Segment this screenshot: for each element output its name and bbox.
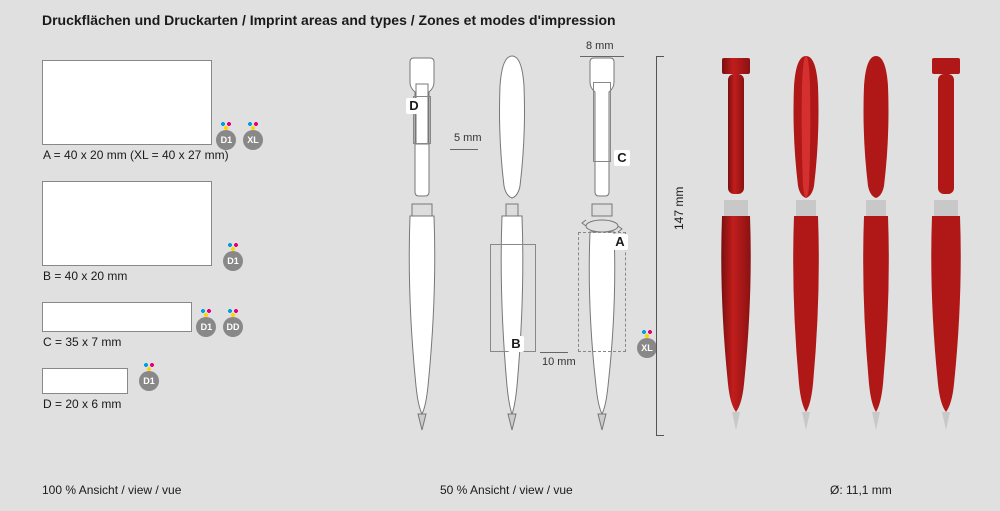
red-pens [710, 54, 990, 454]
badge-d1: D1 [216, 130, 236, 150]
rect-a-label: A = 40 x 20 mm (XL = 40 x 27 mm) [43, 148, 229, 162]
zone-b-letter: B [508, 336, 524, 352]
zone-d-letter: D [406, 98, 422, 114]
badge-xl-zone: XL [637, 338, 657, 358]
zone-c-letter: C [614, 150, 630, 166]
footer-right: Ø: 11,1 mm [830, 483, 892, 497]
badge-dd: DD [223, 317, 243, 337]
rect-c-badges: D1 DD [193, 317, 243, 337]
badge-d1: D1 [139, 371, 159, 391]
rect-c-label: C = 35 x 7 mm [43, 335, 121, 349]
zone-a [578, 232, 626, 352]
rect-d-label: D = 20 x 6 mm [43, 397, 121, 411]
dim-8mm-line [580, 56, 624, 57]
rect-b-label: B = 40 x 20 mm [43, 269, 127, 283]
imprint-rects: D1 XL A = 40 x 20 mm (XL = 40 x 27 mm) D… [42, 60, 212, 394]
rect-a-badges: D1 XL [213, 130, 263, 150]
outline-pens: D 5 mm B 10 mm C A XL 8 mm [380, 54, 660, 454]
dim-5mm: 5 mm [454, 132, 482, 144]
footer-left: 100 % Ansicht / view / vue [42, 483, 181, 497]
rect-a: D1 XL A = 40 x 20 mm (XL = 40 x 27 mm) [42, 60, 212, 145]
dim-10mm: 10 mm [542, 356, 576, 368]
height-bar [656, 56, 664, 436]
red-pen-2 [780, 54, 832, 434]
zone-c [593, 82, 611, 162]
dim-8mm: 8 mm [586, 40, 614, 52]
rect-b: D1 B = 40 x 20 mm [42, 181, 212, 266]
red-pen-3 [850, 54, 902, 434]
rect-c: D1 DD C = 35 x 7 mm [42, 302, 192, 332]
rect-d: D1 D = 20 x 6 mm [42, 368, 128, 394]
zone-a-letter: A [612, 234, 628, 250]
rect-b-badges: D1 [220, 251, 243, 271]
badge-xl: XL [243, 130, 263, 150]
dim-10mm-line [540, 352, 568, 353]
height-text: 147 mm [672, 187, 686, 230]
badge-d1: D1 [196, 317, 216, 337]
footer-mid: 50 % Ansicht / view / vue [440, 483, 573, 497]
rect-d-badges: D1 [136, 371, 159, 391]
dim-5mm-line [450, 149, 478, 150]
page-title: Druckflächen und Druckarten / Imprint ar… [42, 12, 616, 28]
red-pen-1 [710, 54, 762, 434]
red-pen-4 [920, 54, 972, 434]
badge-d1: D1 [223, 251, 243, 271]
